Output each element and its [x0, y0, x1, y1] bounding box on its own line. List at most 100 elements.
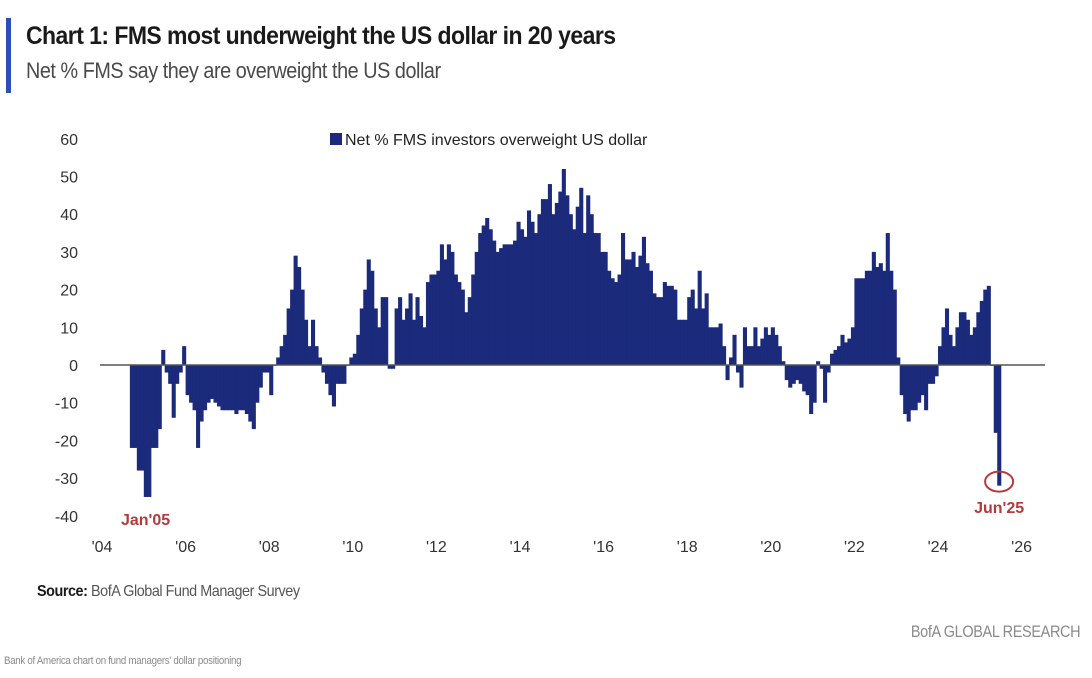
bar: [788, 365, 793, 388]
bar: [586, 195, 591, 365]
chart-subtitle: Net % FMS say they are overweight the US…: [26, 58, 441, 83]
source-text: BofA Global Fund Manager Survey: [91, 583, 300, 600]
annotations: Jan'05 Jun'25: [121, 470, 1024, 529]
bar: [147, 365, 152, 497]
bar: [540, 199, 545, 365]
bar: [436, 270, 441, 365]
bar: [607, 270, 612, 365]
bar: [582, 233, 587, 365]
bar: [920, 365, 925, 396]
bar: [627, 259, 633, 365]
bar: [391, 365, 396, 369]
bar: [777, 346, 782, 365]
bar: [826, 365, 831, 373]
bar: [735, 365, 741, 373]
bar: [676, 319, 681, 365]
bar: [631, 251, 636, 365]
bar: [993, 365, 998, 433]
bar: [558, 191, 563, 365]
bar: [290, 289, 295, 365]
bar: [168, 365, 173, 384]
bar: [457, 282, 462, 365]
bar: [885, 233, 890, 365]
bar: [809, 365, 814, 415]
bar: [481, 225, 486, 365]
bar: [997, 365, 1002, 486]
bar: [972, 327, 977, 365]
bar: [857, 278, 862, 365]
bar: [715, 327, 720, 365]
bar: [359, 308, 364, 365]
highlight-circle: [984, 470, 1015, 493]
bar: [258, 365, 263, 388]
bar: [279, 346, 284, 365]
bar: [812, 365, 817, 403]
bar: [387, 365, 392, 369]
bar: [749, 346, 754, 365]
y-tick-label: 60: [60, 132, 78, 149]
bar: [140, 365, 145, 471]
bar: [154, 365, 159, 448]
bar: [836, 346, 842, 365]
bar: [464, 312, 469, 365]
annotation-label: Jun'25: [974, 500, 1024, 517]
bar: [889, 270, 894, 365]
bar: [439, 244, 444, 365]
bar: [816, 361, 821, 365]
bar: [286, 308, 291, 365]
bar: [234, 365, 239, 415]
bar: [742, 327, 748, 365]
bar: [366, 259, 371, 365]
bar: [830, 353, 835, 365]
bar: [624, 259, 629, 365]
x-tick-label: '16: [593, 539, 614, 556]
bar: [551, 214, 556, 365]
x-tick-label: '10: [342, 539, 363, 556]
bar: [516, 221, 521, 365]
bar: [833, 349, 838, 365]
bar: [429, 274, 434, 365]
bar: [892, 289, 897, 365]
x-tick-label: '04: [92, 539, 113, 556]
bar: [906, 365, 911, 422]
bar: [711, 327, 716, 365]
bar: [948, 334, 953, 365]
bar: [492, 240, 497, 365]
bar: [875, 266, 880, 365]
bar: [673, 289, 678, 365]
bar: [276, 357, 281, 365]
x-tick-label: '18: [677, 539, 698, 556]
bar: [756, 346, 761, 365]
bar: [965, 319, 970, 365]
bar: [467, 297, 472, 365]
bar: [502, 244, 507, 365]
bar: [317, 357, 323, 365]
bar: [485, 217, 490, 365]
bar: [795, 365, 800, 381]
y-axis: 60 50 40 30 20 10 0 -10 -20 -30 -40: [55, 132, 78, 526]
bar: [687, 297, 692, 365]
bar: [408, 293, 413, 365]
bar: [798, 365, 803, 384]
bar: [927, 365, 932, 384]
bar: [739, 365, 744, 388]
bar: [662, 282, 667, 365]
bar: [784, 365, 789, 381]
bar: [955, 327, 960, 365]
bar: [398, 297, 403, 365]
bar: [182, 346, 187, 365]
bar: [394, 308, 399, 365]
bar: [328, 365, 333, 396]
bar: [192, 365, 197, 411]
bar: [547, 184, 552, 365]
bar: [450, 251, 455, 365]
bar: [575, 206, 580, 365]
bar: [338, 365, 343, 384]
legend-label: Net % FMS investors overweight US dollar: [345, 132, 648, 149]
bar: [680, 319, 685, 365]
bar: [729, 357, 734, 365]
y-tick-label: 40: [60, 207, 78, 224]
bar: [499, 248, 504, 365]
bar: [917, 365, 922, 403]
bar: [300, 289, 305, 365]
